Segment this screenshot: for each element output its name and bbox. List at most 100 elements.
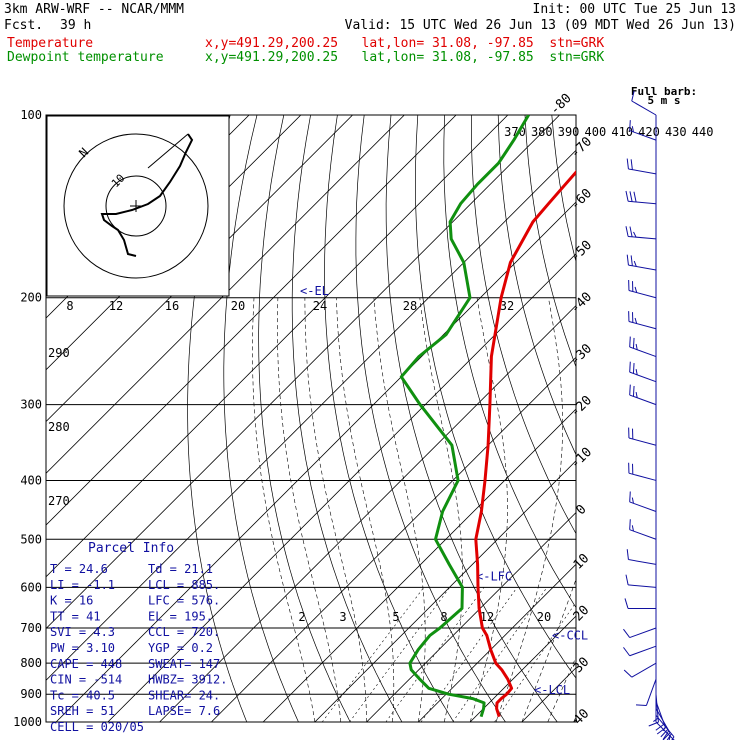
mixing-ratio-line bbox=[349, 587, 451, 722]
wind-barb-flag bbox=[635, 343, 638, 350]
wind-barb-flag bbox=[655, 723, 665, 731]
wind-barb-shaft bbox=[628, 168, 657, 175]
pressure-tick-label: 500 bbox=[20, 532, 42, 546]
wind-barb-shaft bbox=[629, 371, 657, 383]
parcel-info-cell: T = 24.6 bbox=[50, 562, 108, 576]
moist-adiabat bbox=[277, 297, 341, 722]
model-title: 3km ARW-WRF -- NCAR/MMM bbox=[4, 2, 185, 17]
theta-label: 410 bbox=[611, 125, 633, 139]
temperature-point-info: x,y=491.29,200.25 lat,lon= 31.08, -97.85… bbox=[205, 36, 605, 51]
wind-barb bbox=[624, 598, 656, 609]
wind-barb-flag bbox=[629, 120, 631, 131]
hodograph-ring bbox=[105, 175, 167, 237]
diagram-frame bbox=[45, 114, 577, 723]
wind-barb bbox=[625, 574, 657, 588]
wind-barb-shaft bbox=[628, 200, 657, 205]
pressure-tick-label: 300 bbox=[20, 398, 42, 412]
wind-barb bbox=[648, 694, 659, 727]
isotherm-label: 40 bbox=[571, 706, 593, 728]
wind-barb-flag bbox=[662, 732, 671, 740]
wind-barb bbox=[629, 519, 657, 540]
moist-adiabat bbox=[252, 297, 316, 722]
hodograph-trace bbox=[100, 133, 194, 257]
wind-barb-flag bbox=[630, 255, 633, 266]
moist-adiabat bbox=[304, 297, 367, 722]
dry-adiabat bbox=[385, 115, 558, 722]
isotherm-line bbox=[573, 719, 576, 722]
pressure-tick-label: 100 bbox=[20, 108, 42, 122]
isotherm-label: 20 bbox=[571, 603, 593, 625]
wind-barb-flag bbox=[633, 231, 637, 238]
dry-adiabat bbox=[291, 115, 403, 722]
wind-speed-label: 16 bbox=[165, 299, 179, 313]
pressure-tick-label: 700 bbox=[20, 621, 42, 635]
isotherm-label: -80 bbox=[548, 91, 575, 118]
wind-barb-flag bbox=[656, 727, 666, 735]
mixing-ratio-label: 8 bbox=[440, 610, 447, 624]
isotherm-line bbox=[314, 460, 576, 722]
wind-barb bbox=[629, 120, 657, 141]
isotherm-line bbox=[625, 115, 740, 722]
parcel-info-cell: SHEAR= 24. bbox=[148, 688, 220, 702]
wind-barb-flag bbox=[629, 491, 631, 502]
wind-barb-shaft bbox=[629, 501, 657, 512]
dry-adiabat bbox=[497, 115, 576, 456]
wind-speed-label: 8 bbox=[66, 299, 73, 313]
wind-barb-flag bbox=[648, 721, 659, 727]
dry-adiabat bbox=[415, 115, 576, 679]
mixing-ratio-label: 2 bbox=[298, 610, 305, 624]
wind-barb-flag bbox=[630, 159, 633, 170]
wind-barb-shaft bbox=[629, 645, 657, 657]
parcel-info-cell: CELL = 020/05 bbox=[50, 720, 144, 734]
forecast-hour: 39 h bbox=[60, 18, 92, 33]
wind-barb bbox=[625, 190, 657, 205]
wind-barb bbox=[628, 462, 657, 481]
wind-speed-label: 32 bbox=[500, 299, 514, 313]
mixing-ratio-line bbox=[494, 601, 576, 722]
wind-barb-flag bbox=[632, 337, 635, 349]
pressure-tick-label: 1000 bbox=[13, 715, 42, 729]
init-time: Init: 00 UTC Tue 25 Jun 13 bbox=[532, 2, 737, 17]
theta-label: 430 bbox=[665, 125, 687, 139]
wind-barb-flag bbox=[635, 704, 647, 706]
wind-barb-flag bbox=[625, 226, 629, 237]
wind-barb-flag bbox=[625, 574, 629, 585]
wind-barb-flag bbox=[625, 190, 629, 202]
mixing-ratio-line bbox=[321, 587, 425, 722]
wind-barb-shaft bbox=[629, 627, 657, 639]
diagram-grid bbox=[46, 115, 740, 722]
wind-barb-flag bbox=[631, 126, 634, 133]
wind-barb-flag bbox=[653, 717, 659, 722]
parcel-info-cell: HWBZ= 3912. bbox=[148, 673, 227, 687]
wind-barb-flag bbox=[633, 260, 637, 267]
wind-barb-flag bbox=[624, 598, 629, 609]
pressure-tick-label: 400 bbox=[20, 473, 42, 487]
parcel-info-cell: CCL = 720. bbox=[148, 625, 220, 639]
wind-barb-flag bbox=[626, 549, 629, 560]
wind-barb-flag bbox=[634, 286, 638, 293]
dry-adiabat bbox=[579, 115, 740, 722]
wind-barb bbox=[629, 384, 657, 406]
wind-barb bbox=[623, 662, 657, 678]
wind-barb bbox=[626, 158, 657, 175]
isotherm-label: -60 bbox=[568, 186, 595, 213]
wind-barb-flag bbox=[632, 385, 635, 397]
isotherm-line bbox=[418, 563, 576, 722]
wind-barb-flag bbox=[629, 519, 631, 530]
theta-label: 380 bbox=[531, 125, 553, 139]
dewpoint-profile bbox=[399, 115, 530, 718]
wind-barb-flag bbox=[632, 363, 635, 374]
wind-barb-flag bbox=[623, 628, 631, 638]
isotherm-label: -50 bbox=[568, 238, 595, 265]
dry-adiabat bbox=[223, 115, 299, 722]
ccl-level-label: <-CCL bbox=[552, 628, 588, 642]
wind-speed-label: 12 bbox=[109, 299, 123, 313]
wind-barb-flag bbox=[634, 317, 638, 324]
dry-adiabat bbox=[324, 115, 455, 722]
wind-barb-flag bbox=[668, 736, 671, 740]
theta-label: 280 bbox=[48, 420, 70, 434]
wind-barb-flag bbox=[629, 191, 633, 202]
parcel-info-cell: PW = 3.10 bbox=[50, 641, 115, 655]
wind-barb bbox=[629, 336, 657, 358]
theta-label: 390 bbox=[558, 125, 580, 139]
